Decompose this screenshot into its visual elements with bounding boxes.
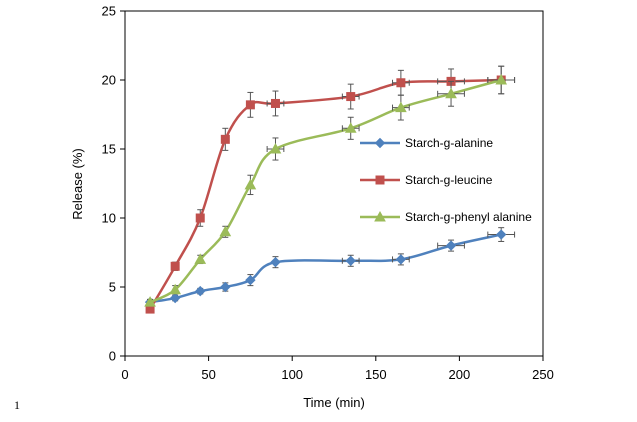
data-point bbox=[245, 100, 255, 110]
data-point bbox=[396, 78, 406, 88]
y-axis-title: Release (%) bbox=[70, 148, 85, 220]
legend-marker bbox=[374, 210, 386, 222]
series-starch-g-phenyl-alanine bbox=[144, 65, 516, 307]
series-line bbox=[149, 78, 502, 310]
y-tick-label: 20 bbox=[102, 73, 116, 88]
data-point bbox=[245, 274, 256, 286]
data-point bbox=[495, 229, 507, 240]
data-point bbox=[395, 254, 407, 265]
x-tick-label: 100 bbox=[281, 367, 303, 382]
x-tick-label: 200 bbox=[449, 367, 471, 382]
legend-marker bbox=[374, 137, 386, 149]
data-point bbox=[345, 255, 356, 266]
x-tick-label: 0 bbox=[121, 367, 128, 382]
data-point bbox=[170, 261, 180, 271]
y-tick-label: 15 bbox=[102, 142, 116, 157]
x-tick-label: 50 bbox=[201, 367, 215, 382]
data-point bbox=[270, 256, 281, 268]
x-axis-title: Time (min) bbox=[303, 395, 365, 410]
data-point bbox=[344, 122, 357, 133]
legend-label: Starch-g-alanine bbox=[405, 136, 493, 150]
legend-item: Starch-g-phenyl alanine bbox=[360, 210, 532, 224]
y-tick-label: 5 bbox=[109, 280, 116, 295]
data-point bbox=[445, 87, 457, 99]
legend-label: Starch-g-leucine bbox=[405, 173, 493, 187]
data-point bbox=[219, 225, 232, 237]
data-point bbox=[195, 285, 206, 297]
data-point bbox=[244, 178, 257, 190]
data-point bbox=[395, 101, 407, 113]
data-point bbox=[144, 296, 156, 307]
data-point bbox=[220, 281, 231, 293]
data-point bbox=[169, 292, 181, 304]
x-tick-label: 150 bbox=[365, 367, 387, 382]
legend-item: Starch-g-alanine bbox=[360, 136, 493, 150]
series-starch-g-alanine bbox=[144, 227, 516, 308]
data-point bbox=[269, 142, 282, 154]
legend-label: Starch-g-phenyl alanine bbox=[405, 210, 532, 224]
series-starch-g-leucine bbox=[145, 65, 516, 314]
data-point bbox=[195, 213, 205, 223]
y-tick-label: 10 bbox=[102, 211, 116, 226]
series-line bbox=[149, 78, 502, 304]
data-point bbox=[445, 240, 457, 251]
legend-item: Starch-g-leucine bbox=[360, 173, 493, 187]
y-tick-label: 25 bbox=[102, 4, 116, 19]
data-point bbox=[495, 73, 508, 85]
legend-marker bbox=[375, 175, 385, 185]
data-point bbox=[270, 98, 280, 108]
data-point bbox=[220, 134, 230, 144]
y-tick-label: 0 bbox=[109, 349, 116, 364]
data-point bbox=[346, 92, 356, 102]
series-line bbox=[149, 233, 502, 304]
data-point bbox=[169, 283, 182, 295]
data-point bbox=[194, 253, 207, 264]
page-number: 1 bbox=[14, 398, 20, 412]
plot-area-border bbox=[124, 10, 544, 357]
x-tick-label: 250 bbox=[532, 367, 554, 382]
